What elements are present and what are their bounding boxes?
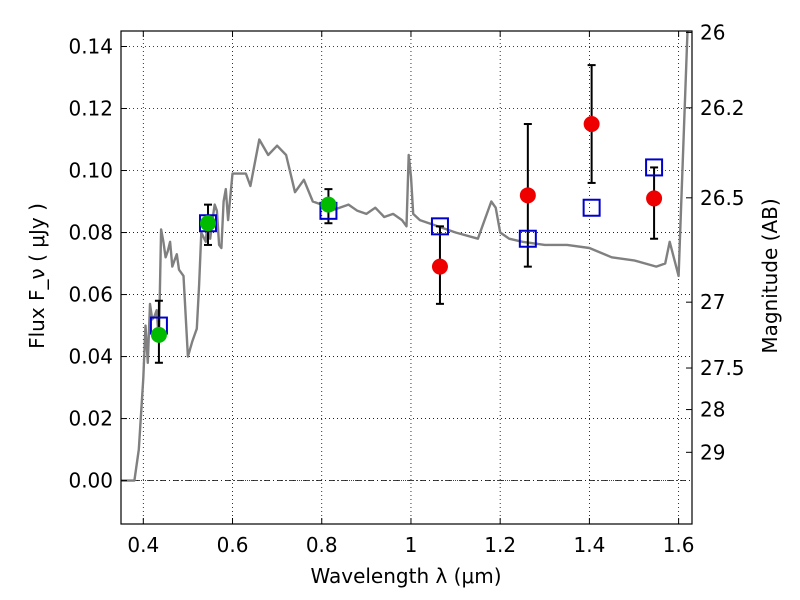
green-data-point [199, 215, 216, 232]
x-tick-label: 0.6 [217, 533, 249, 557]
red-data-point [431, 258, 448, 275]
x-tick-label: 1.6 [663, 533, 695, 557]
x-tick-label: 1.2 [484, 533, 516, 557]
y2-tick-label: 28 [700, 398, 725, 422]
y2-tick-label: 29 [700, 440, 725, 464]
x-axis-ticks: 0.4 0.6 0.8 1 1.2 1.4 1.6 [127, 31, 695, 557]
x-tick-label: 0.8 [306, 533, 338, 557]
y2-axis-label: Magnitude (AB) [758, 198, 782, 353]
axes [120, 30, 693, 525]
y2-tick-label: 26.2 [700, 96, 745, 120]
y-tick-label: 0.10 [68, 159, 113, 183]
grid-lines [121, 31, 692, 524]
model-photometry-square [518, 229, 537, 248]
y-tick-label: 0.12 [68, 97, 113, 121]
plot-frame [120, 30, 693, 525]
y-tick-label: 0.04 [68, 345, 113, 369]
y-tick-label: 0.06 [68, 283, 113, 307]
green-data-point [320, 196, 337, 213]
x-axis-label: Wavelength λ (μm) [310, 564, 501, 588]
plot-area [121, 31, 689, 482]
y-axis-label: Flux F_ν ( μJy ) [25, 203, 49, 349]
model-photometry-square [430, 217, 449, 236]
x-tick-label: 1.4 [573, 533, 605, 557]
y-tick-label: 0.00 [68, 469, 113, 493]
y-axis-ticks: 0.00 0.02 0.04 0.06 0.08 0.10 0.12 0.14 [68, 35, 127, 493]
y2-tick-label: 26.5 [700, 186, 745, 210]
y2-axis-ticks: 26 26.2 26.5 27 27.5 28 29 [686, 20, 745, 464]
model-spectrum-line [121, 31, 689, 482]
y-tick-label: 0.14 [68, 35, 113, 59]
green-data-point [150, 326, 167, 343]
x-tick-label: 0.4 [127, 533, 159, 557]
red-data-point [519, 187, 536, 204]
y2-tick-label: 27.5 [700, 356, 745, 380]
y2-tick-label: 26 [700, 20, 725, 44]
model-photometry-square [645, 158, 664, 177]
y2-tick-label: 27 [700, 290, 725, 314]
red-data-point [583, 116, 600, 133]
x-tick-label: 1 [405, 533, 418, 557]
model-photometry-square [582, 198, 601, 217]
y-tick-label: 0.08 [68, 221, 113, 245]
y-tick-label: 0.02 [68, 407, 113, 431]
red-data-point [646, 190, 663, 207]
